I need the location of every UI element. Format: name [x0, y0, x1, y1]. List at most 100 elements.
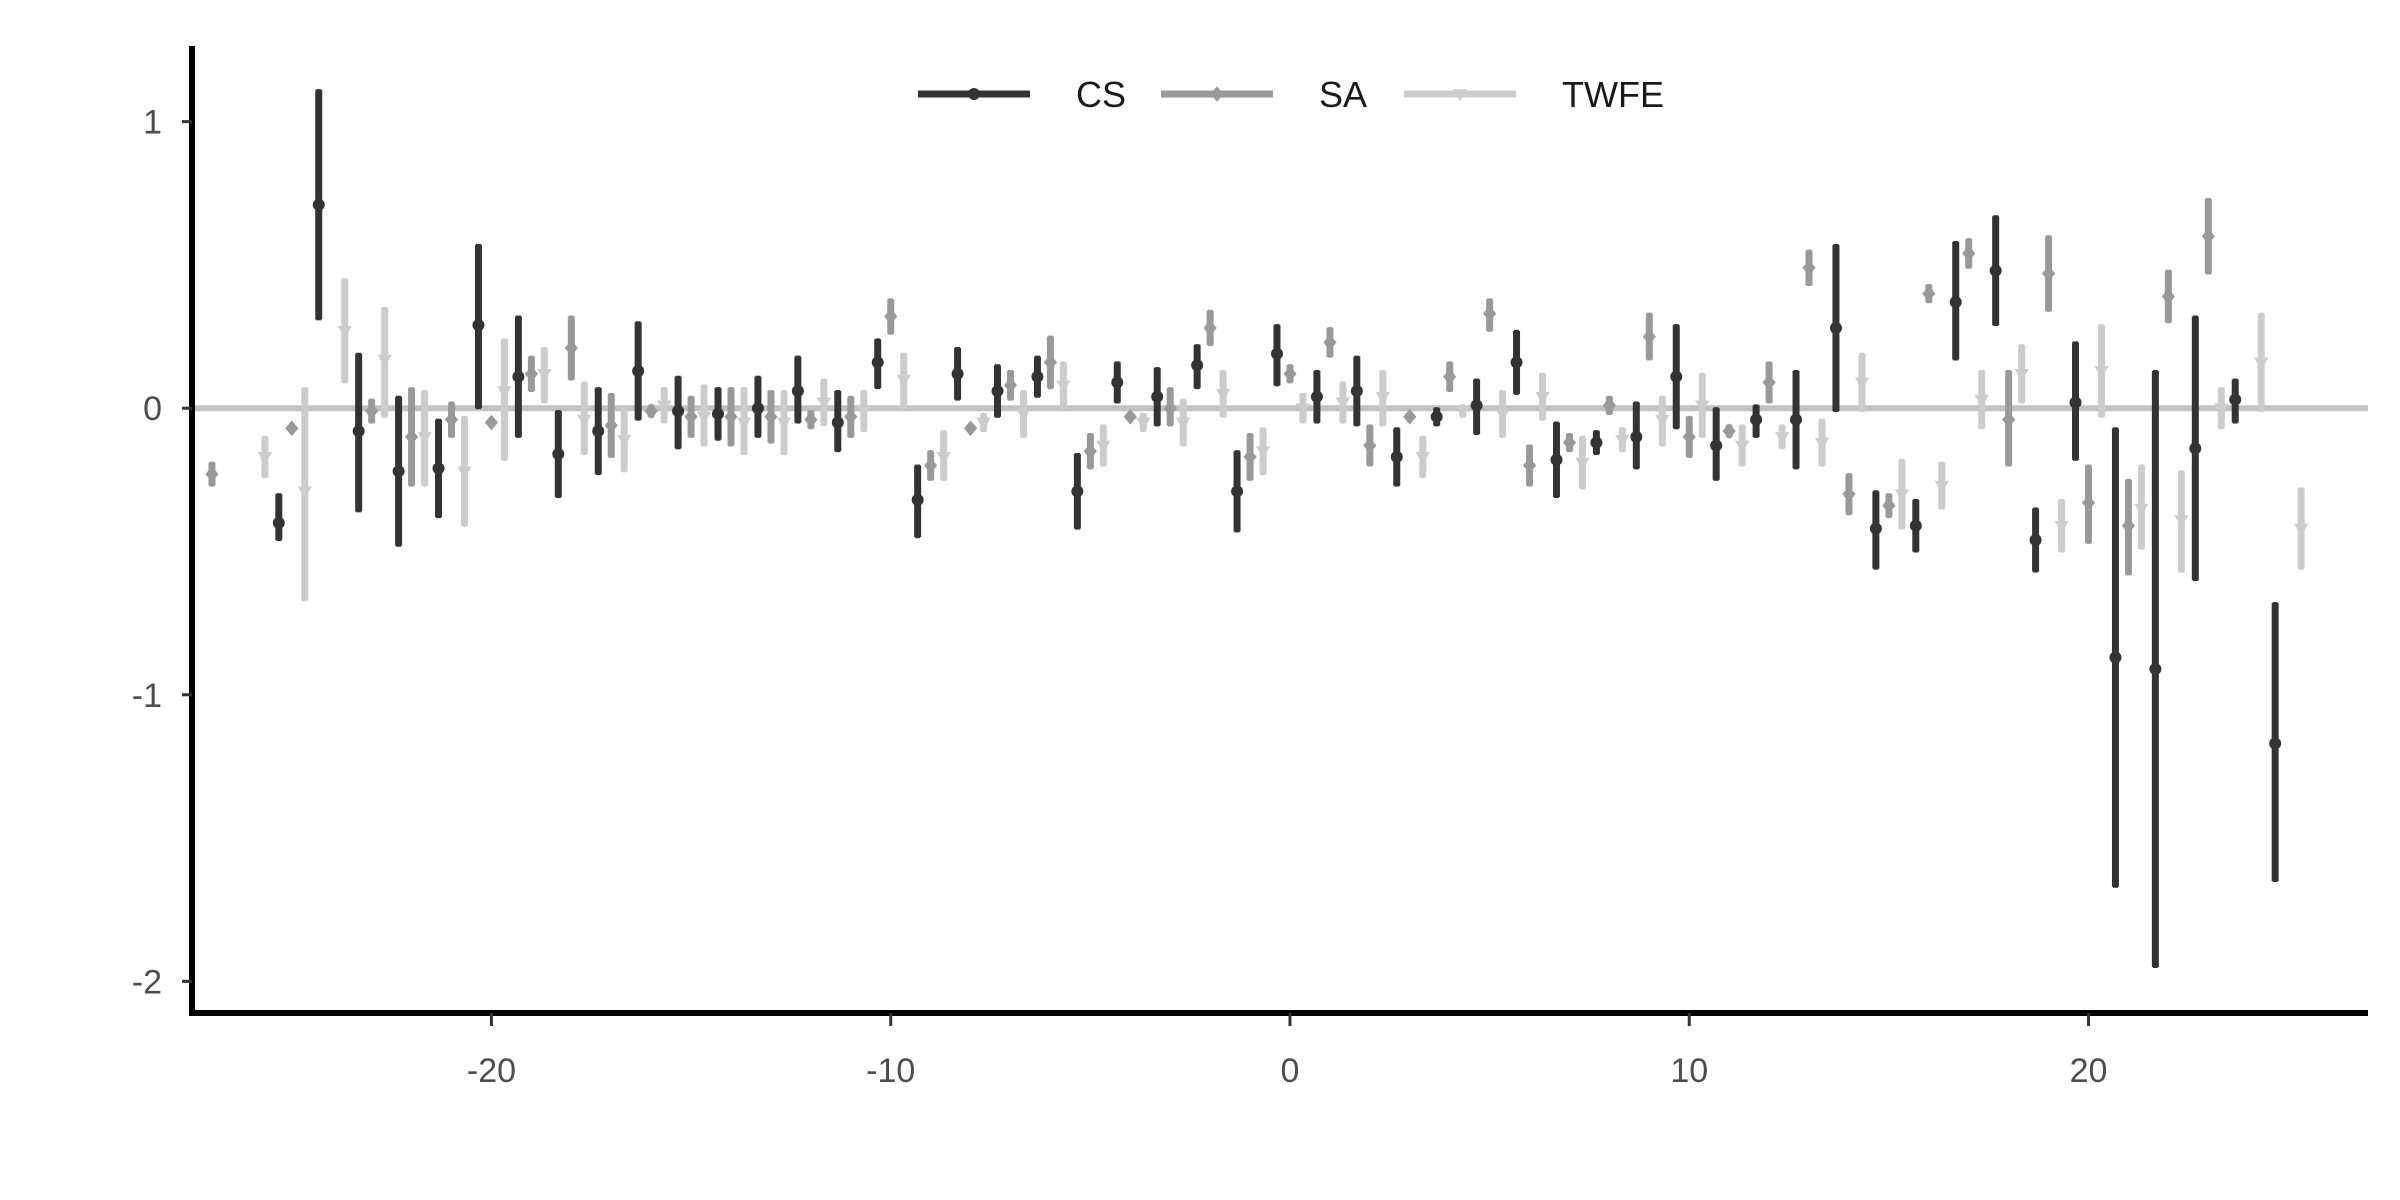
- data-point: [1136, 417, 1151, 430]
- data-point: [976, 417, 991, 430]
- data-point: [2269, 737, 2282, 750]
- data-point: [1630, 430, 1643, 443]
- data-point: [712, 407, 725, 420]
- data-point: [2161, 288, 2175, 305]
- y-tick-label: -2: [132, 963, 162, 1001]
- legend-item-cs: CS: [918, 74, 1126, 115]
- x-tick-label: 10: [1670, 1052, 1708, 1090]
- data-point: [1814, 437, 1830, 450]
- data-point: [1535, 391, 1550, 404]
- data-point: [257, 452, 273, 465]
- data-point: [1522, 457, 1537, 474]
- data-point: [1642, 328, 1656, 345]
- data-point: [205, 466, 219, 482]
- data-point: [1003, 377, 1018, 394]
- data-point: [404, 429, 419, 445]
- data-point: [2293, 523, 2309, 536]
- data-point: [1682, 429, 1696, 445]
- data-point: [2029, 534, 2042, 547]
- legend-label: TWFE: [1562, 74, 1664, 115]
- data-point: [592, 425, 605, 438]
- data-point: [1083, 443, 1097, 459]
- data-point: [2094, 366, 2109, 379]
- data-point: [272, 516, 285, 529]
- data-point: [1974, 394, 1989, 407]
- data-point: [1335, 397, 1351, 410]
- data-point: [1043, 354, 1058, 371]
- data-point: [1869, 522, 1882, 535]
- data-point: [1922, 285, 1936, 302]
- data-point: [656, 400, 672, 413]
- data-point: [1510, 356, 1523, 369]
- data-point: [1310, 390, 1323, 403]
- axes-layer: -2-101-20 -10 0 10 20: [132, 46, 2368, 1090]
- data-point: [1403, 409, 1417, 425]
- data-point: [1430, 410, 1443, 423]
- legend-key-marker: [1452, 89, 1468, 102]
- data-point: [856, 406, 871, 419]
- data-point: [484, 414, 499, 431]
- legend-label: CS: [1076, 74, 1126, 115]
- data-point: [1016, 409, 1031, 422]
- data-point: [1203, 320, 1217, 336]
- data-point: [2121, 517, 2136, 534]
- data-point: [936, 452, 951, 465]
- data-point: [604, 417, 618, 434]
- data-point: [1443, 368, 1457, 385]
- data-point: [911, 493, 924, 506]
- data-point: [2134, 503, 2149, 516]
- data-point: [1934, 480, 1950, 493]
- data-point: [2189, 442, 2202, 455]
- data-point: [1363, 437, 1377, 454]
- data-point: [537, 369, 552, 382]
- data-point: [1231, 485, 1244, 498]
- data-point: [377, 354, 392, 367]
- data-point: [552, 448, 565, 461]
- data-point: [2149, 662, 2162, 675]
- data-point: [963, 420, 978, 437]
- data-point: [1096, 440, 1111, 453]
- data-point: [2254, 357, 2269, 370]
- data-point: [1390, 450, 1403, 463]
- data-point: [2041, 265, 2056, 282]
- data-point: [1894, 489, 1910, 502]
- data-point: [1655, 414, 1670, 427]
- data-point: [1243, 449, 1257, 465]
- data-point: [2069, 396, 2082, 409]
- data-point: [1734, 440, 1750, 453]
- data-point: [457, 466, 472, 479]
- data-point: [1323, 334, 1337, 351]
- data-point: [1989, 264, 2002, 277]
- data-point: [1909, 519, 1922, 532]
- data-point: [696, 412, 712, 425]
- data-point: [816, 397, 832, 410]
- data-point: [1575, 457, 1590, 470]
- data-point: [1455, 406, 1470, 419]
- data-point: [632, 364, 645, 377]
- legend-item-twfe: TWFE: [1404, 74, 1664, 115]
- data-point: [791, 385, 804, 398]
- data-point: [1483, 305, 1497, 322]
- data-point: [1550, 453, 1563, 466]
- data-point: [1722, 423, 1736, 439]
- data-point: [417, 432, 432, 445]
- data-point: [472, 319, 485, 332]
- legend: CS SA TWFE: [918, 74, 1664, 115]
- data-point: [1829, 321, 1842, 334]
- legend-item-sa: SA: [1161, 74, 1367, 115]
- data-point: [776, 417, 792, 430]
- data-point: [1350, 385, 1363, 398]
- data-point: [2214, 403, 2229, 416]
- data-point: [1710, 439, 1723, 452]
- data-point: [1375, 391, 1391, 404]
- series-cs: [272, 89, 2282, 969]
- data-point: [1762, 374, 1776, 391]
- data-point: [524, 366, 538, 382]
- data-point: [991, 385, 1004, 398]
- data-point: [1842, 486, 1856, 502]
- data-point: [1031, 370, 1044, 383]
- data-point: [831, 416, 844, 429]
- data-point: [951, 367, 964, 380]
- data-point: [352, 425, 365, 438]
- data-point: [1750, 413, 1763, 426]
